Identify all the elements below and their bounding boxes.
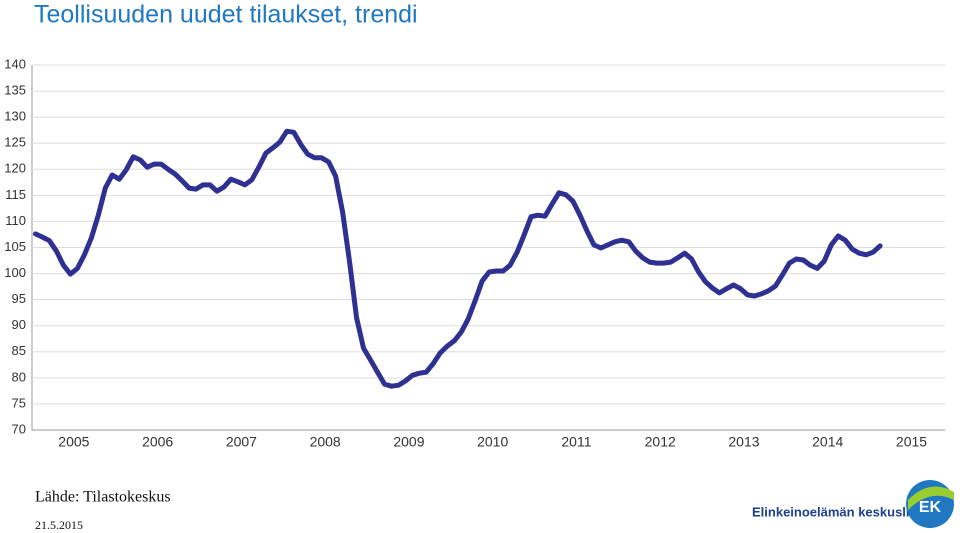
x-tick-label: 2010 <box>477 434 508 450</box>
y-tick-label: 115 <box>5 187 26 202</box>
y-tick-label: 105 <box>4 239 26 254</box>
logo-swoosh <box>908 486 954 510</box>
y-tick-label: 135 <box>4 83 26 98</box>
x-tick-label: 2006 <box>142 434 173 450</box>
y-tick-label: 110 <box>5 213 26 228</box>
y-tick-label: 90 <box>12 317 26 332</box>
x-tick-label: 2007 <box>226 434 257 450</box>
y-tick-label: 130 <box>4 109 26 124</box>
y-tick-label: 85 <box>12 343 26 358</box>
y-tick-label: 100 <box>4 265 26 280</box>
x-tick-label: 2014 <box>812 434 843 450</box>
y-tick-label: 140 <box>4 56 26 71</box>
x-tick-label: 2009 <box>393 434 424 450</box>
y-tick-label: 70 <box>12 421 26 436</box>
x-tick-label: 2015 <box>896 434 927 450</box>
date: 21.5.2015 <box>35 518 83 532</box>
source: Lähde: Tilastokeskus <box>35 489 171 506</box>
y-tick-label: 120 <box>4 161 26 176</box>
y-tick-label: 125 <box>4 135 26 150</box>
y-tick-label: 75 <box>12 395 26 410</box>
x-tick-label: 2011 <box>561 434 591 450</box>
y-tick-label: 80 <box>12 369 26 384</box>
chart-title: Teollisuuden uudet tilaukset, trendi <box>34 1 418 29</box>
logo-mark: EK <box>919 499 942 516</box>
x-tick-label: 2008 <box>310 434 341 450</box>
y-tick-label: 95 <box>12 291 26 306</box>
trend-line <box>33 128 883 389</box>
x-tick-label: 2005 <box>58 434 89 450</box>
x-tick-label: 2012 <box>645 434 676 450</box>
x-tick-label: 2013 <box>728 434 759 450</box>
logo-text: Elinkeinoelämän keskusliitto <box>752 504 930 519</box>
